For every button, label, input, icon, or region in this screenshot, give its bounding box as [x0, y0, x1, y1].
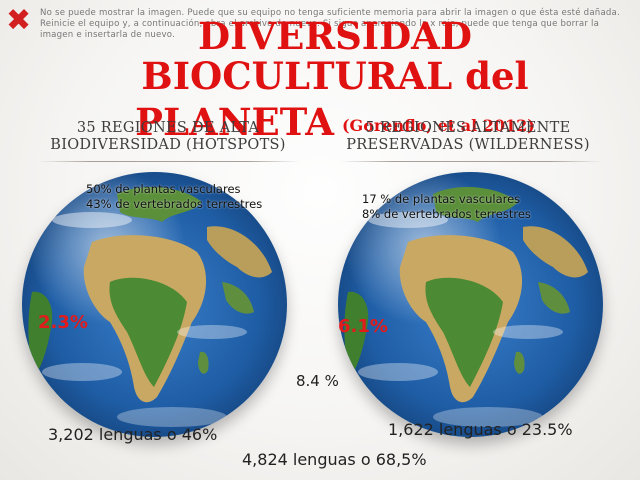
globe-continents	[344, 187, 588, 427]
broken-image-message: No se puede mostrar la imagen. Puede que…	[40, 8, 620, 40]
wilderness-heading: 5 REGIONES ALTAMENTE PRESERVADAS (WILDER…	[346, 120, 590, 153]
wilderness-species-stats: 17 % de plantas vasculares 8% de vertebr…	[362, 192, 531, 221]
hotspots-area-percent: 2.3%	[38, 312, 88, 333]
hotspots-languages: 3,202 lenguas o 46%	[48, 425, 218, 444]
hotspots-divider	[38, 161, 300, 162]
hotspots-heading: 35 REGIONES DE ALTA BIODIVERSIDAD (HOTSP…	[50, 120, 286, 153]
earth-globe-wilderness	[338, 172, 603, 437]
wilderness-divider	[340, 161, 602, 162]
wilderness-area-percent: 6.1%	[338, 316, 388, 337]
title-line-1: DIVERSIDAD BIOCULTURAL del	[141, 14, 529, 98]
broken-image-icon: ✖	[6, 3, 32, 38]
slide-title: DIVERSIDAD BIOCULTURAL del PLANETA (Goren…	[40, 16, 630, 146]
globe-continents	[28, 187, 272, 427]
hotspots-species-stats: 50% de plantas vasculares 43% de vertebr…	[86, 182, 263, 211]
total-languages: 4,824 lenguas o 68,5%	[242, 450, 427, 469]
earth-globe-hotspots	[22, 172, 287, 437]
title-citation: (Gorenflo, et al 2012)	[341, 116, 535, 135]
title-planeta: PLANETA	[135, 100, 334, 144]
wilderness-languages: 1,622 lenguas o 23.5%	[388, 420, 573, 439]
title-line-2: PLANETA (Gorenflo, et al 2012)	[40, 102, 630, 146]
overlap-percent: 8.4 %	[296, 372, 339, 390]
